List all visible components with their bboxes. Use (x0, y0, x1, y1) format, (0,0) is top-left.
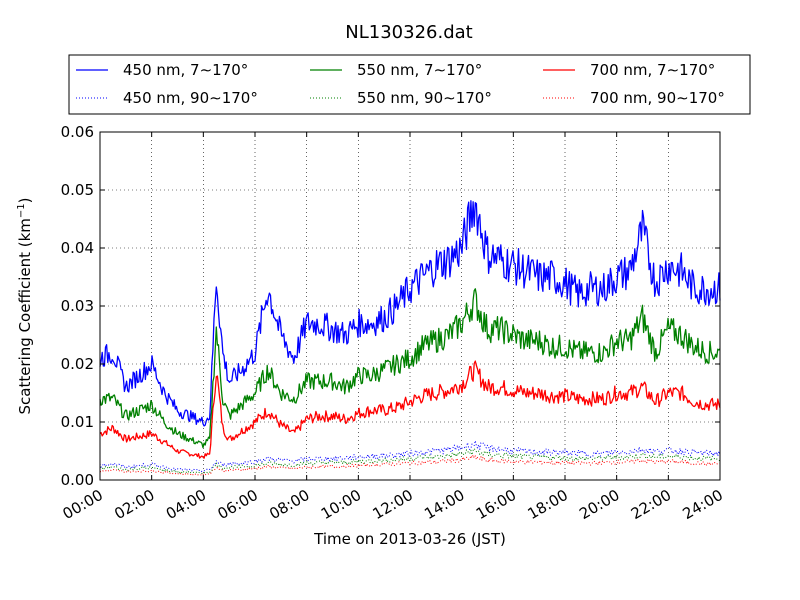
y-axis-tick-labels: 0.00 0.01 0.02 0.03 0.04 0.05 0.06 (61, 123, 94, 489)
legend: 450 nm, 7∼170° 450 nm, 90∼170° 550 nm, 7∼1… (68, 54, 751, 115)
series-layer (99, 200, 721, 476)
series-line (99, 288, 721, 449)
x-axis-label: Time on 2013-03-26 (JST) (313, 530, 506, 548)
series-line (100, 447, 721, 475)
y-tick-label: 0.04 (61, 239, 94, 257)
y-tick-label: 0.06 (61, 123, 94, 141)
y-tick-label: 0.01 (61, 413, 94, 431)
legend-label: 700 nm, 90∼170° (590, 89, 725, 107)
y-axis-label-exponent: −1 (16, 203, 27, 218)
y-tick-label: 0.05 (61, 181, 94, 199)
series-line (99, 200, 721, 427)
legend-label: 450 nm, 7∼170° (123, 61, 248, 79)
legend-box (68, 54, 751, 115)
y-tick-label: 0.03 (61, 297, 94, 315)
chart-title: NL130326.dat (345, 22, 472, 43)
legend-label: 450 nm, 90∼170° (123, 89, 258, 107)
y-axis-label-main: Scattering Coefficient (km (16, 218, 34, 414)
legend-label: 550 nm, 90∼170° (357, 89, 492, 107)
y-axis-label-tail: ) (16, 197, 34, 203)
legend-label: 700 nm, 7∼170° (590, 61, 715, 79)
y-tick-label: 0.00 (61, 471, 94, 489)
series-line (99, 360, 721, 459)
y-tick-label: 0.02 (61, 355, 94, 373)
legend-label: 550 nm, 7∼170° (357, 61, 482, 79)
axis-ticks (99, 131, 721, 481)
grid-lines (100, 132, 720, 480)
plot-area (99, 131, 721, 481)
series-line (99, 454, 721, 476)
y-axis-label: Scattering Coefficient (km−1) (16, 197, 34, 414)
